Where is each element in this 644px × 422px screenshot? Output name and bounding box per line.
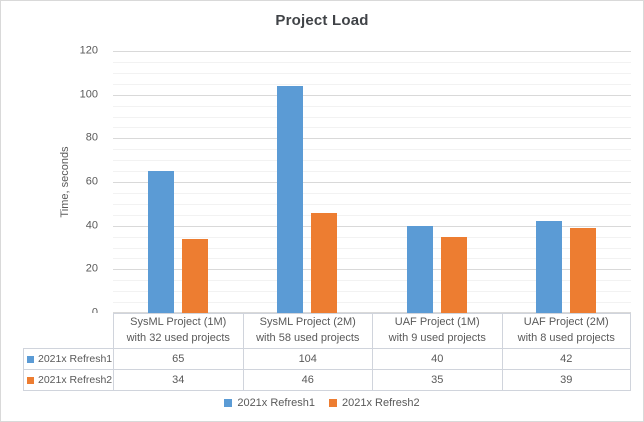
gridline-minor xyxy=(113,258,631,260)
chart-legend: 2021x Refresh1 2021x Refresh2 xyxy=(1,397,643,409)
table-row-label-series-1: 2021x Refresh1 xyxy=(23,348,113,369)
y-tick-label: 80 xyxy=(85,131,98,144)
gridline-minor xyxy=(113,127,631,129)
gridline-minor xyxy=(113,171,631,173)
bar-group xyxy=(113,51,243,313)
y-tick-label: 20 xyxy=(85,262,98,275)
gridline-minor xyxy=(113,192,631,194)
table-row-label-series-2: 2021x Refresh2 xyxy=(23,369,113,391)
table-cell-r2c4: 39 xyxy=(501,369,631,391)
legend-series1-label: 2021x Refresh1 xyxy=(237,397,315,409)
table-header-category-2: SysML Project (2M) with 58 used projects xyxy=(242,313,372,348)
gridline-minor xyxy=(113,302,631,304)
bar-series-area xyxy=(113,51,631,313)
bar-series2 xyxy=(570,227,597,313)
y-axis-tick-labels: 0 20 40 60 80 100 120 xyxy=(1,45,98,318)
legend-item-series-2: 2021x Refresh2 xyxy=(329,397,420,409)
data-table: SysML Project (1M) with 32 used projects… xyxy=(23,313,631,391)
bar-group xyxy=(243,51,373,313)
gridline-major xyxy=(113,312,631,313)
gridline-minor xyxy=(113,116,631,118)
series2-label: 2021x Refresh2 xyxy=(38,374,113,386)
series1-marker-icon xyxy=(27,355,34,363)
gridline-minor xyxy=(113,83,631,85)
table-header-category-4: UAF Project (2M) with 8 used projects xyxy=(501,313,631,348)
bar-group xyxy=(372,51,502,313)
legend-series2-marker-icon xyxy=(329,399,337,407)
table-cell-r2c1: 34 xyxy=(113,369,243,391)
table-cell-r1c1: 65 xyxy=(113,348,243,369)
y-tick-label: 60 xyxy=(85,175,98,188)
legend-series2-label: 2021x Refresh2 xyxy=(342,397,420,409)
chart-title: Project Load xyxy=(275,12,369,29)
table-corner-cell xyxy=(23,313,113,348)
gridline-major xyxy=(113,51,631,52)
plot-area xyxy=(113,51,631,313)
bar-series2 xyxy=(311,212,338,313)
gridline-minor xyxy=(113,291,631,293)
gridline-major xyxy=(113,182,631,183)
gridline-minor xyxy=(113,203,631,205)
gridline-minor xyxy=(113,149,631,151)
gridline-minor xyxy=(113,61,631,63)
legend-item-series-1: 2021x Refresh1 xyxy=(224,397,315,409)
series2-marker-icon xyxy=(27,376,34,384)
table-cell-r1c3: 40 xyxy=(372,348,502,369)
y-tick-label: 100 xyxy=(79,88,98,101)
bar-series1 xyxy=(406,225,433,313)
gridline-minor xyxy=(113,280,631,282)
legend-series1-marker-icon xyxy=(224,399,233,407)
gridline-minor xyxy=(113,214,631,216)
bar-group xyxy=(502,51,632,313)
gridline-major xyxy=(113,225,631,227)
table-cell-r2c2: 46 xyxy=(242,369,372,391)
y-tick-label: 0 xyxy=(92,307,98,319)
bar-series1 xyxy=(536,221,563,313)
gridline-minor xyxy=(113,236,631,238)
table-cell-r1c4: 42 xyxy=(501,348,631,369)
bar-series1 xyxy=(147,171,174,313)
gridline-minor xyxy=(113,247,631,249)
gridline-minor xyxy=(113,72,631,74)
bar-series1 xyxy=(277,85,304,313)
bar-series2 xyxy=(181,238,208,313)
gridline-minor xyxy=(113,105,631,107)
series1-label: 2021x Refresh1 xyxy=(38,353,113,365)
gridline-major xyxy=(113,138,631,140)
gridline-major xyxy=(113,269,631,271)
table-header-category-3: UAF Project (1M) with 9 used projects xyxy=(372,313,502,348)
gridline-minor xyxy=(113,160,631,162)
gridline-major xyxy=(113,94,631,96)
y-tick-label: 120 xyxy=(79,44,98,57)
y-tick-label: 40 xyxy=(85,219,98,232)
gridlines xyxy=(113,51,631,313)
table-header-category-1: SysML Project (1M) with 32 used projects xyxy=(113,313,243,348)
table-cell-r2c3: 35 xyxy=(372,369,502,391)
table-cell-r1c2: 104 xyxy=(242,348,372,369)
bar-series2 xyxy=(440,236,467,313)
